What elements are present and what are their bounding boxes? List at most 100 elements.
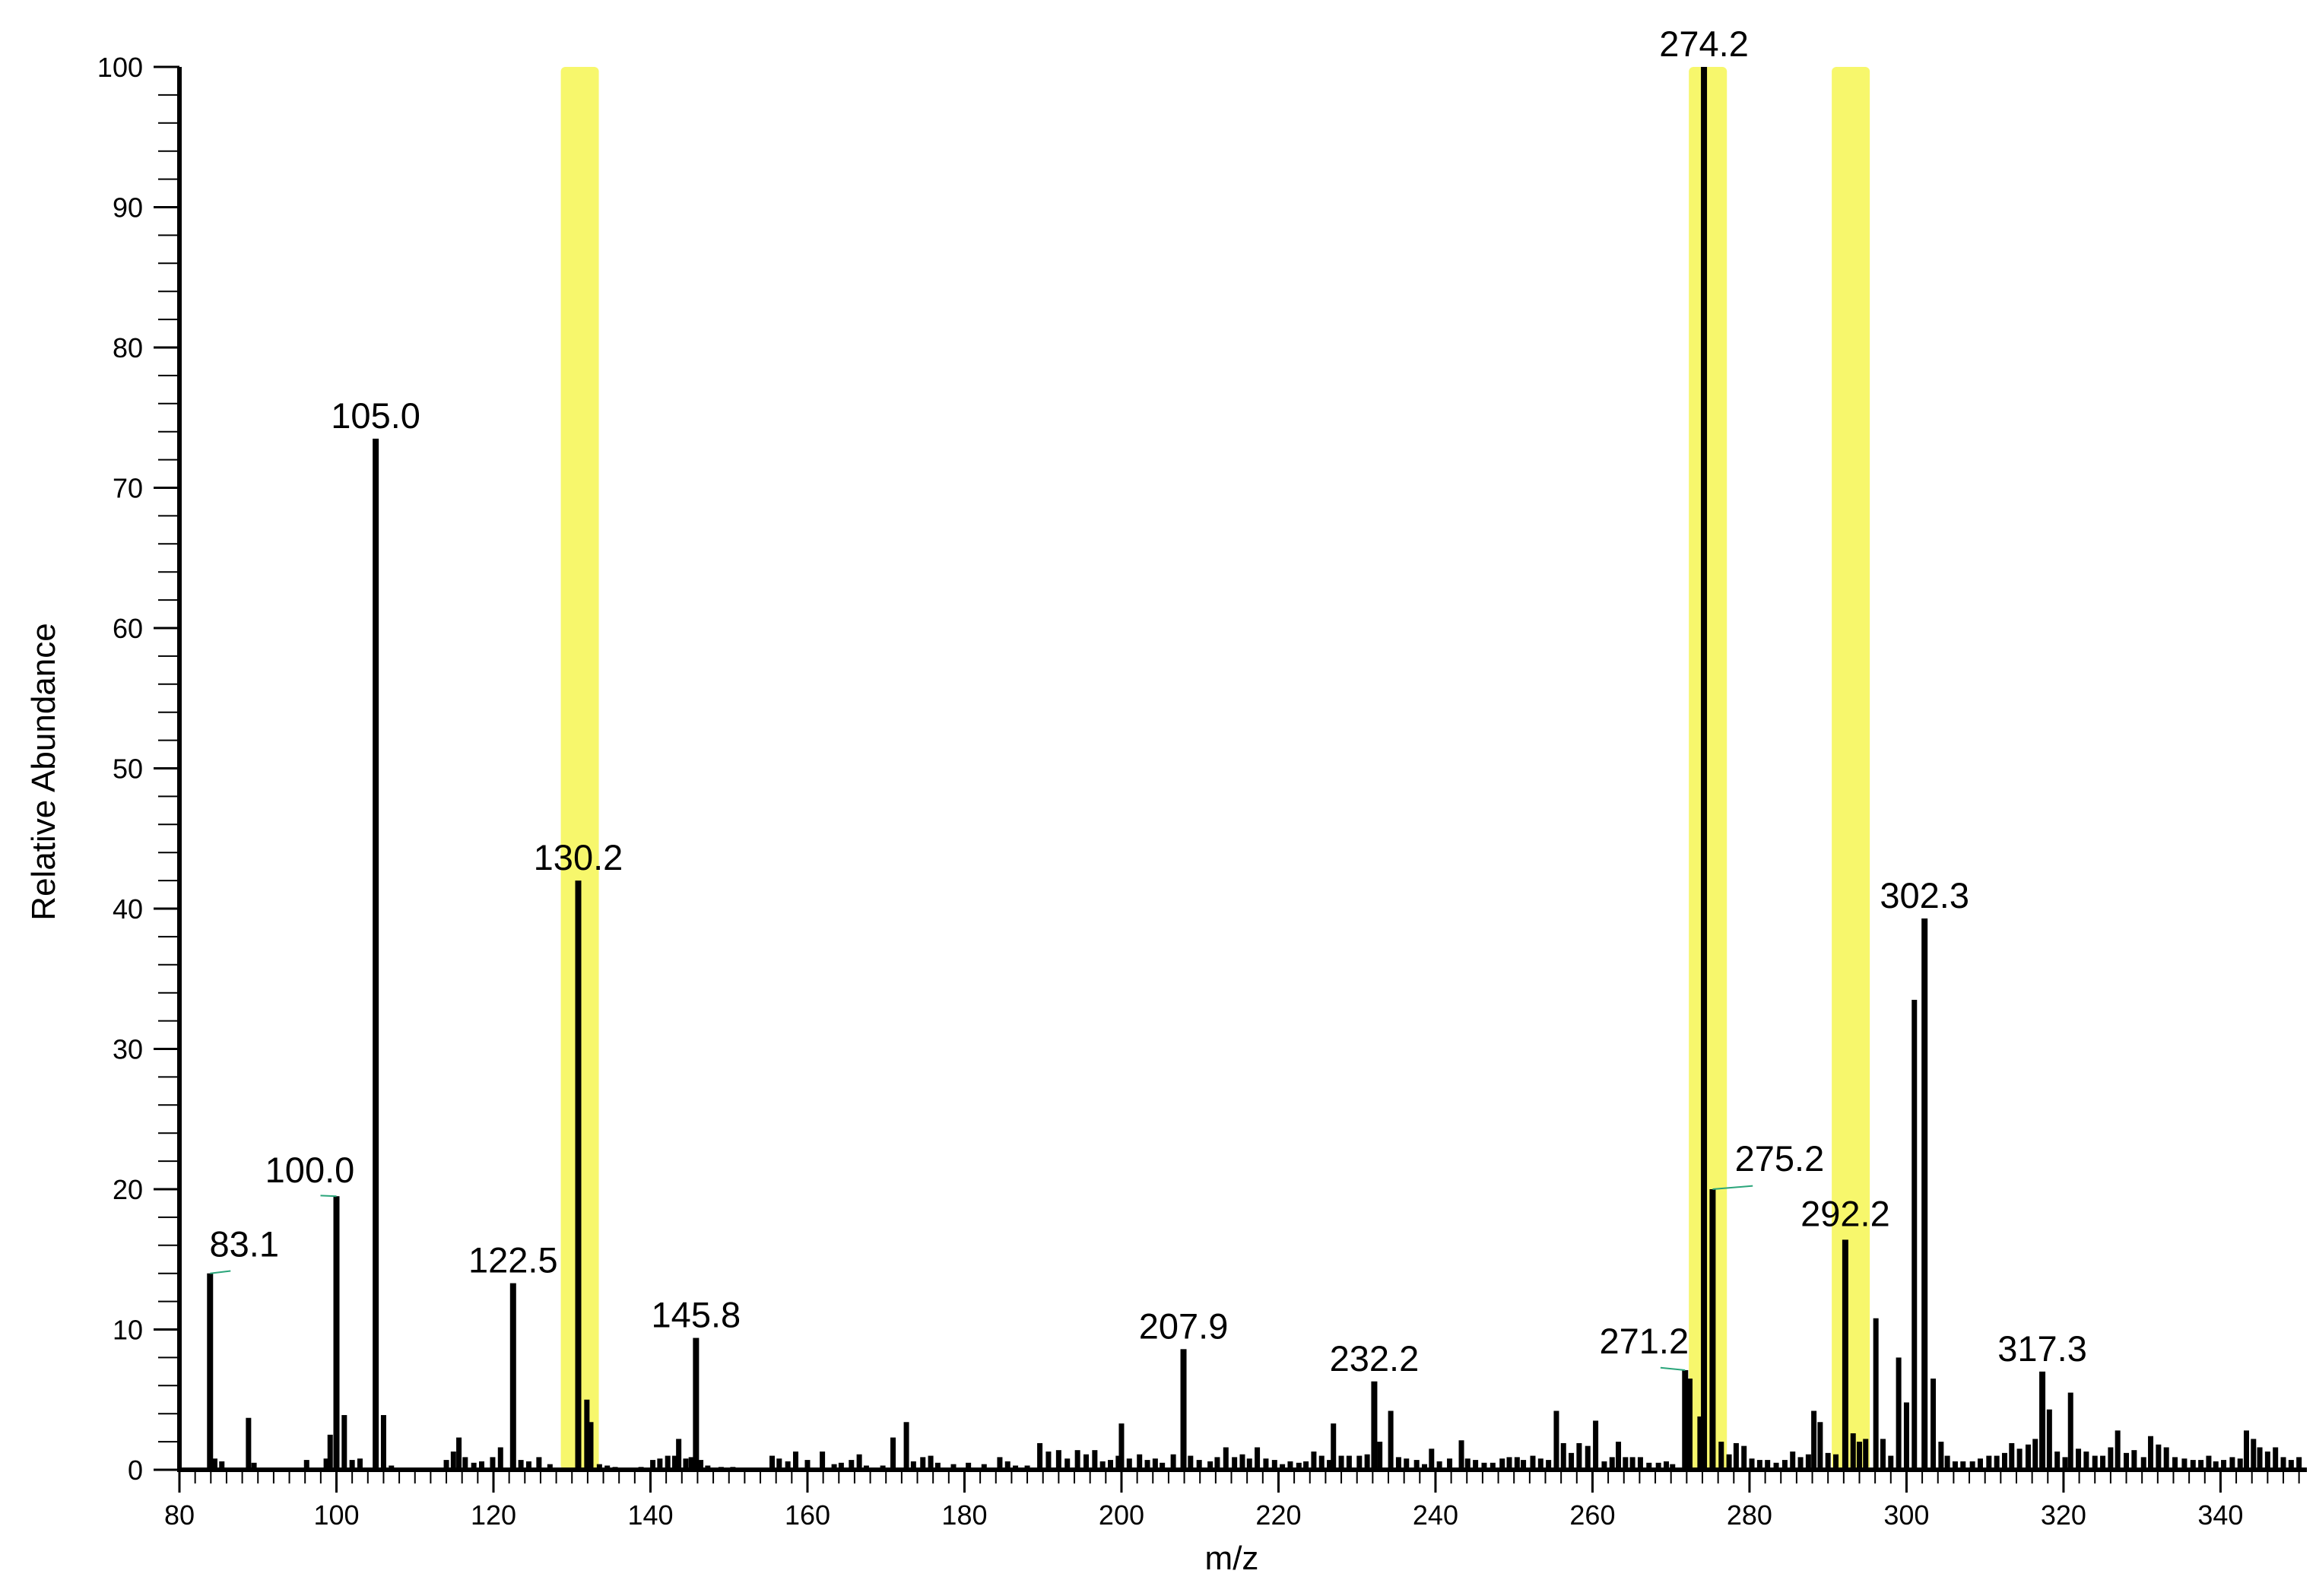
spectrum-peak [1977,1458,1983,1470]
spectrum-peak [1356,1455,1363,1470]
spectrum-peak [1880,1439,1886,1470]
spectrum-peak [2108,1447,2114,1470]
labeled-peak [333,1196,340,1470]
spectrum-peak [1318,1455,1325,1470]
spectrum-peak [1994,1455,2000,1470]
spectrum-peak [1473,1460,1479,1470]
spectrum-peak [676,1439,682,1470]
labeled-peak [575,880,582,1470]
labeled-peak [509,1283,516,1470]
spectrum-peak [1331,1423,1337,1470]
spectrum-peak [1429,1448,1435,1470]
spectrum-peak [2213,1461,2219,1470]
spectrum-peak [1817,1422,1823,1470]
spectrum-peak [1280,1464,1286,1470]
spectrum-peak [349,1460,355,1470]
spectrum-peak [1629,1457,1635,1470]
spectrum-peak [1377,1442,1383,1470]
spectrum-peak [2009,1442,2015,1470]
spectrum-peak [1553,1410,1559,1470]
x-tick-label: 280 [1727,1499,1772,1531]
spectrum-peak [838,1462,844,1470]
spectrum-peak [1388,1410,1394,1470]
spectrum-peak [1833,1454,1839,1470]
spectrum-peak [2076,1448,2082,1470]
peak-label-leader [1712,1185,1753,1190]
spectrum-peak [2243,1430,2249,1470]
spectrum-peak [1118,1423,1125,1470]
spectrum-peak [1207,1461,1214,1470]
spectrum-peak [903,1422,909,1470]
spectrum-peak [1422,1464,1428,1470]
spectrum-peak [910,1461,916,1470]
spectrum-peak [785,1461,791,1470]
spectrum-peak [2115,1430,2121,1470]
spectrum-peak [471,1462,477,1470]
spectrum-peak [1083,1454,1090,1470]
spectrum-peak [588,1422,594,1470]
y-axis-title: Relative Abundance [25,623,62,920]
y-tick-label: 40 [113,893,143,925]
spectrum-peak [1364,1454,1370,1470]
spectrum-peak [804,1460,811,1470]
spectrum-peak [357,1458,363,1470]
x-axis-title: m/z [1205,1540,1259,1577]
peak-label: 207.9 [1139,1306,1229,1346]
spectrum-peak [1686,1379,1693,1470]
spectrum-peak [1986,1455,1992,1470]
peak-label-leader [320,1195,337,1198]
spectrum-peak [1756,1460,1762,1470]
spectrum-peak [890,1437,896,1470]
spectrum-peak [2163,1447,2169,1470]
spectrum-peak [776,1458,782,1470]
spectrum-peak [1873,1318,1879,1470]
spectrum-peak [2062,1457,2068,1470]
spectrum-peak [1188,1455,1194,1470]
peak-labels: 83.1 100.0 105.0 122.5 130.2 145.8 207.9 232.2 2… [210,24,2087,1379]
spectrum-peak [1825,1452,1831,1470]
spectrum-peak [2083,1452,2089,1470]
spectrum-peak [2229,1457,2235,1470]
spectrum-peak [1546,1460,1552,1470]
spectrum-peak [2092,1455,2098,1470]
spectrum-peak [1464,1458,1471,1470]
peak-label: 122.5 [468,1240,558,1280]
spectrum-peak [1303,1461,1309,1470]
y-tick-label: 90 [113,192,143,224]
spectrum-peak [1004,1461,1010,1470]
x-tick-label: 240 [1413,1499,1458,1531]
spectrum-peak [1609,1457,1615,1470]
y-tick-label: 100 [97,52,143,83]
spectrum-peak [928,1455,934,1470]
spectrum-peak [2221,1460,2227,1470]
x-tick-label: 260 [1569,1499,1615,1531]
spectrum-peak [2016,1448,2023,1470]
spectrum-peak [2032,1439,2038,1470]
spectrum-peak [1346,1455,1352,1470]
spectrum-peak [2156,1444,2162,1470]
spectrum-peak [1938,1442,1944,1470]
spectrum-peak [1623,1457,1629,1470]
spectrum-peak [251,1462,257,1470]
spectrum-peak [1593,1420,1599,1470]
spectrum-peak [1499,1458,1505,1470]
spectrum-peak [2131,1450,2137,1470]
spectrum-peak [1223,1447,1229,1470]
spectrum-peak [1797,1457,1804,1470]
spectrum-peak [525,1461,531,1470]
x-tick-label: 300 [1883,1499,1929,1531]
x-tick-label: 100 [313,1499,359,1531]
spectrum-peak [2140,1457,2146,1470]
spectrum-peak [211,1458,217,1470]
spectrum-peak [1850,1433,1856,1470]
spectrum-peak [1718,1442,1724,1470]
spectrum-peak [657,1458,663,1470]
peak-label: 317.3 [1997,1328,2087,1369]
spectrum-peak [462,1457,468,1470]
spectrum-peak [497,1447,503,1470]
spectrum-peak [1287,1461,1293,1470]
labeled-peak [1921,918,1928,1470]
spectrum-peak [2172,1457,2178,1470]
spectrum-peak [2067,1392,2073,1470]
spectrum-peak [1944,1455,1950,1470]
